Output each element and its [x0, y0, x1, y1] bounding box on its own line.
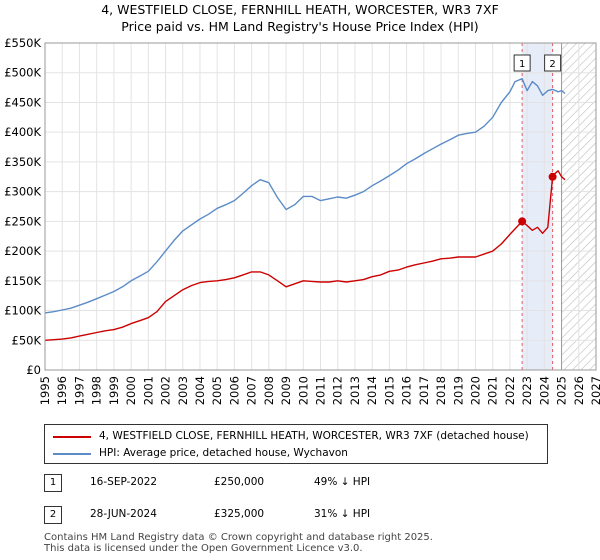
x-tick-label: 2004 [193, 376, 207, 405]
x-tick-label: 1997 [72, 376, 86, 405]
x-tick-label: 2023 [520, 376, 534, 405]
x-tick-label: 2017 [417, 376, 431, 405]
chart-legend: 4, WESTFIELD CLOSE, FERNHILL HEATH, WORC… [44, 424, 548, 464]
x-tick-label: 2000 [124, 376, 138, 405]
x-tick-label: 2026 [572, 376, 586, 405]
sale-point [518, 217, 527, 226]
x-tick-label: 2027 [589, 376, 600, 405]
x-tick-label: 2012 [331, 376, 345, 405]
y-tick-label: £0 [26, 363, 41, 377]
x-tick-label: 1995 [38, 376, 52, 405]
sale-label-box [544, 54, 562, 72]
sale-price: £325,000 [214, 508, 265, 520]
y-tick-label: £50K [12, 333, 42, 347]
x-tick-label: 2024 [537, 376, 551, 405]
y-tick-label: £300K [4, 185, 41, 199]
y-tick-label: £150K [4, 274, 41, 288]
x-tick-label: 1996 [55, 376, 69, 405]
sale-label-text: 2 [549, 59, 555, 70]
x-tick-label: 2006 [227, 376, 241, 405]
x-tick-label: 1998 [90, 376, 104, 405]
x-tick-label: 2003 [176, 376, 190, 405]
x-tick-label: 2025 [555, 376, 569, 405]
price-chart: 1 2 £0 £50K £100K £150K £200K £250K £300K £350K £4… [4, 36, 600, 405]
y-tick-label: £200K [4, 244, 41, 258]
series-line-hpi [44, 78, 566, 314]
sale-hpi-diff: 49% ↓ HPI [314, 476, 371, 488]
sale-price: £250,000 [214, 476, 265, 488]
footer-copyright: Contains HM Land Registry data © Crown c… [44, 532, 433, 543]
sale-hpi-diff: 31% ↓ HPI [314, 508, 371, 520]
y-tick-label: £350K [4, 155, 41, 169]
plot-frame [44, 42, 597, 371]
sale-marker-badge: 2 [44, 506, 62, 524]
x-tick-label: 2021 [486, 376, 500, 405]
y-tick-label: £250K [4, 214, 41, 228]
x-tick-label: 2009 [279, 376, 293, 405]
footer-notice: Contains HM Land Registry data © Crown c… [44, 532, 433, 554]
x-tick-label: 2019 [451, 376, 465, 405]
y-tick-label: £550K [4, 36, 41, 50]
legend-swatch-hpi [53, 453, 91, 455]
x-tick-label: 2015 [382, 376, 396, 405]
x-tick-label: 2022 [503, 376, 517, 405]
y-tick-label: £100K [4, 304, 41, 318]
x-tick-label: 2007 [245, 376, 259, 405]
x-tick-label: 2001 [141, 376, 155, 405]
x-tick-label: 2010 [296, 376, 310, 405]
legend-label-hpi: HPI: Average price, detached house, Wych… [99, 447, 348, 459]
x-tick-label: 2016 [400, 376, 414, 405]
x-tick-label: 2002 [159, 376, 173, 405]
x-tick-label: 2011 [314, 376, 328, 405]
sale-date: 16-SEP-2022 [90, 476, 158, 488]
x-tick-label: 2008 [262, 376, 276, 405]
legend-swatch-property [53, 436, 91, 438]
x-tick-label: 2020 [468, 376, 482, 405]
sale-label-text: 1 [519, 59, 525, 70]
legend-label-property: 4, WESTFIELD CLOSE, FERNHILL HEATH, WORC… [99, 430, 529, 442]
y-tick-label: £400K [4, 125, 41, 139]
chart-subtitle: Price paid vs. HM Land Registry's House … [121, 19, 479, 34]
x-tick-label: 2014 [365, 376, 379, 405]
y-tick-label: £500K [4, 66, 41, 80]
sale-date: 28-JUN-2024 [90, 508, 157, 520]
footer-licence: This data is licensed under the Open Gov… [44, 543, 363, 554]
series-line-property [44, 170, 566, 341]
x-tick-label: 2018 [434, 376, 448, 405]
sale-label-box [513, 54, 531, 72]
x-tick-label: 1999 [107, 376, 121, 405]
sale-point [548, 172, 557, 181]
y-tick-label: £450K [4, 95, 41, 109]
x-tick-label: 2013 [348, 376, 362, 405]
x-tick-label: 2005 [210, 376, 224, 405]
sale-marker-badge: 1 [44, 474, 62, 492]
chart-title: 4, WESTFIELD CLOSE, FERNHILL HEATH, WORC… [101, 2, 499, 17]
